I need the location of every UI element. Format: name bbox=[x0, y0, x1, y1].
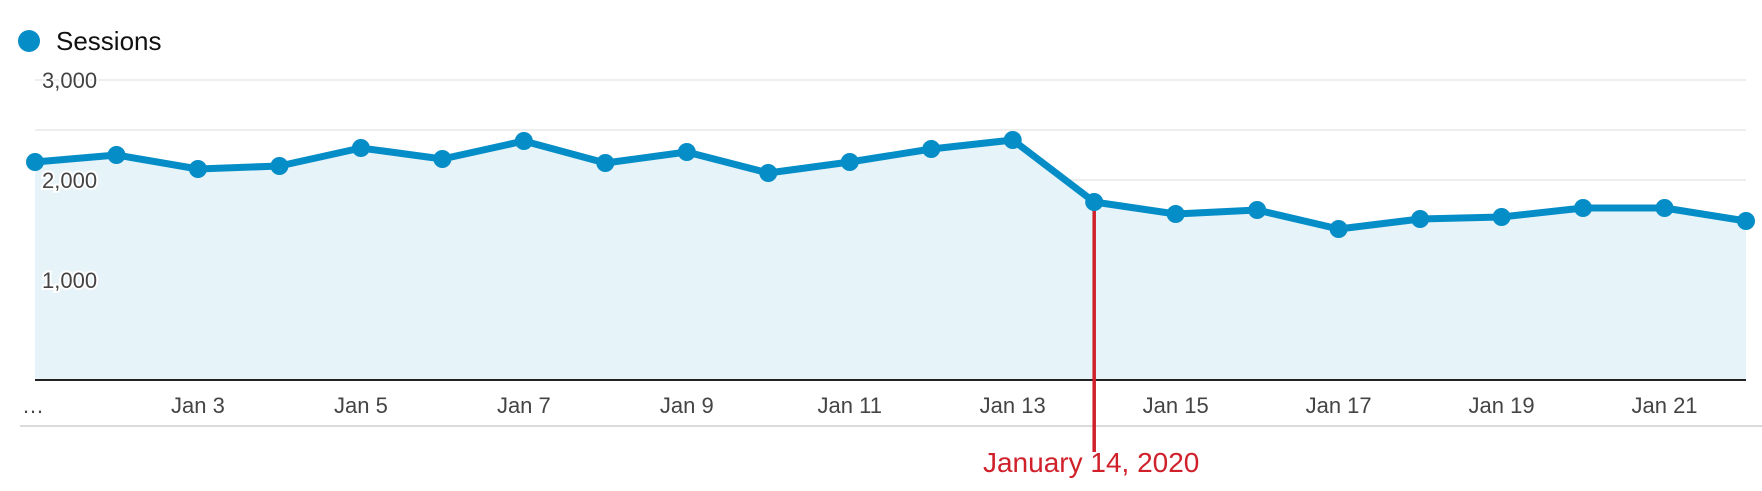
annotation-label: January 14, 2020 bbox=[983, 447, 1199, 478]
sessions-point bbox=[677, 143, 696, 161]
x-tick-label: Jan 5 bbox=[334, 393, 388, 418]
x-tick-label: Jan 11 bbox=[818, 393, 882, 418]
sessions-point bbox=[1085, 193, 1104, 211]
sessions-point bbox=[1655, 199, 1674, 217]
y-tick-label: 1,000 bbox=[42, 268, 97, 293]
x-tick-label: Jan 13 bbox=[980, 393, 1046, 418]
sessions-point bbox=[26, 153, 44, 171]
x-tick-label: … bbox=[22, 393, 44, 418]
sessions-point bbox=[759, 164, 778, 182]
sessions-point bbox=[1003, 131, 1022, 149]
sessions-point bbox=[1166, 205, 1185, 223]
x-tick-label: Jan 21 bbox=[1631, 393, 1697, 418]
x-tick-label: Jan 7 bbox=[497, 393, 551, 418]
sessions-point bbox=[1411, 210, 1430, 228]
y-tick-label: 3,000 bbox=[42, 68, 97, 93]
sessions-point bbox=[840, 153, 859, 171]
sessions-point bbox=[1329, 220, 1348, 238]
sessions-area bbox=[35, 140, 1746, 380]
x-tick-label: Jan 19 bbox=[1469, 393, 1535, 418]
x-tick-label: Jan 17 bbox=[1306, 393, 1372, 418]
sessions-point bbox=[351, 139, 370, 157]
sessions-line bbox=[34, 136, 1747, 233]
sessions-point bbox=[270, 157, 289, 175]
chart-legend: Sessions bbox=[18, 26, 162, 56]
sessions-legend-marker bbox=[18, 30, 40, 52]
sessions-point bbox=[107, 146, 126, 164]
sessions-point bbox=[1574, 199, 1593, 217]
sessions-point bbox=[596, 154, 615, 172]
x-tick-label: Jan 3 bbox=[171, 393, 225, 418]
x-tick-label: Jan 9 bbox=[660, 393, 714, 418]
sessions-point bbox=[1248, 201, 1267, 219]
sessions-point bbox=[1737, 212, 1755, 230]
sessions-point bbox=[188, 160, 207, 178]
sessions-point bbox=[433, 150, 452, 168]
y-tick-label: 2,000 bbox=[42, 168, 97, 193]
sessions-point bbox=[514, 132, 533, 150]
sessions-point bbox=[922, 140, 941, 158]
x-tick-label: Jan 15 bbox=[1143, 393, 1209, 418]
sessions-legend-label: Sessions bbox=[56, 25, 162, 56]
sessions-point bbox=[1492, 208, 1511, 226]
